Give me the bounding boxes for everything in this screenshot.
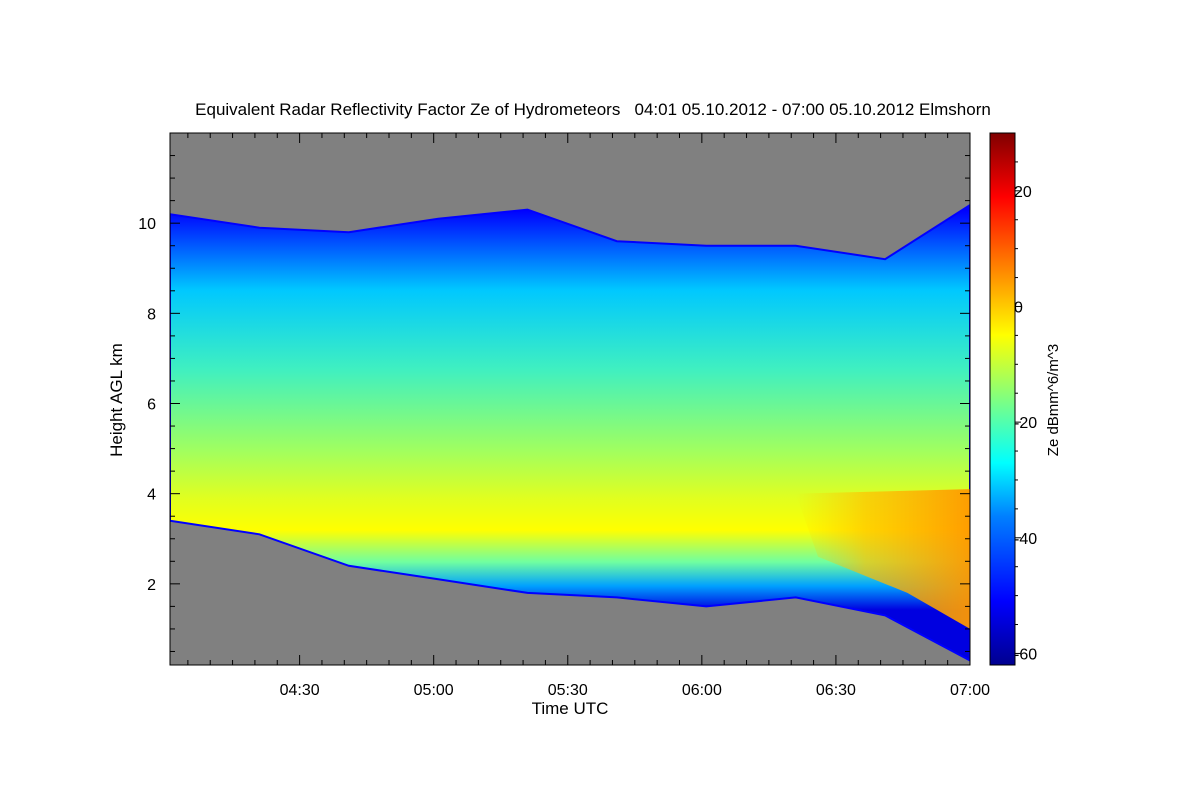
colorbar-tick-label: -60	[1014, 646, 1037, 663]
y-axis: 2 4 6 8 10	[138, 155, 970, 652]
x-tick-label: 06:30	[816, 682, 856, 699]
colorbar-tick-label: 20	[1014, 184, 1032, 201]
colorbar-tick-label: 0	[1014, 299, 1023, 316]
x-axis: 04:30 05:00 05:30 06:00 06:30 07:00	[187, 133, 990, 699]
colorbar-label: Ze dBmm^6/m^3	[1045, 344, 1062, 456]
x-tick-label: 04:30	[280, 682, 320, 699]
colorbar-tick-label: -20	[1014, 415, 1037, 432]
chart-title: Equivalent Radar Reflectivity Factor Ze …	[195, 100, 991, 119]
x-tick-label: 07:00	[950, 682, 990, 699]
y-tick-label: 10	[138, 216, 156, 233]
colorbar-tick-label: -40	[1014, 531, 1037, 548]
plot-area	[170, 133, 970, 665]
x-tick-label: 06:00	[682, 682, 722, 699]
y-tick-label: 2	[147, 577, 156, 594]
colorbar-axis: 20 0 -20 -40 -60	[1014, 161, 1037, 663]
y-tick-label: 8	[147, 306, 156, 323]
y-tick-label: 6	[147, 397, 156, 414]
y-tick-label: 4	[147, 487, 156, 504]
plot-frame	[169, 132, 971, 666]
y-axis-label: Height AGL km	[107, 343, 126, 457]
x-axis-label: Time UTC	[532, 699, 609, 718]
x-tick-label: 05:30	[548, 682, 588, 699]
high-reflectivity-region	[795, 489, 970, 629]
colorbar	[989, 132, 1016, 666]
cloud-echo	[170, 203, 970, 662]
x-tick-label: 05:00	[414, 682, 454, 699]
